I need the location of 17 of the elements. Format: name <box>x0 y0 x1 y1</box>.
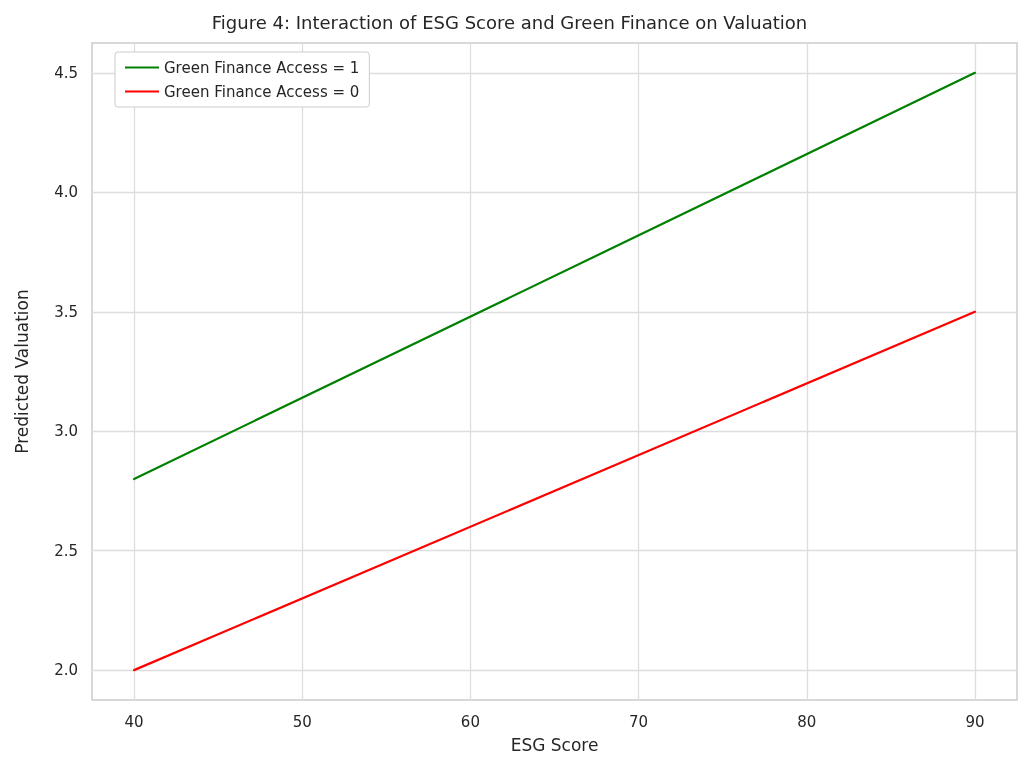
x-tick-label: 40 <box>124 712 144 731</box>
y-tick-label: 4.0 <box>54 183 78 202</box>
x-tick-label: 70 <box>629 712 649 731</box>
y-tick-label: 2.5 <box>54 541 78 560</box>
x-tick-label: 50 <box>292 712 312 731</box>
y-tick-label: 4.5 <box>54 63 78 82</box>
chart-title: Figure 4: Interaction of ESG Score and Green Finance on Valuation <box>211 11 808 33</box>
legend-label: Green Finance Access = 1 <box>164 58 360 77</box>
y-tick-label: 3.0 <box>54 422 78 441</box>
y-tick-label: 2.0 <box>54 661 78 680</box>
x-axis-title: ESG Score <box>510 734 599 755</box>
x-tick-label: 90 <box>965 712 985 731</box>
y-axis-title: Predicted Valuation <box>11 289 32 454</box>
legend-label: Green Finance Access = 0 <box>164 82 360 101</box>
x-tick-label: 60 <box>460 712 480 731</box>
x-tick-label: 80 <box>797 712 817 731</box>
y-tick-label: 3.5 <box>54 302 78 321</box>
